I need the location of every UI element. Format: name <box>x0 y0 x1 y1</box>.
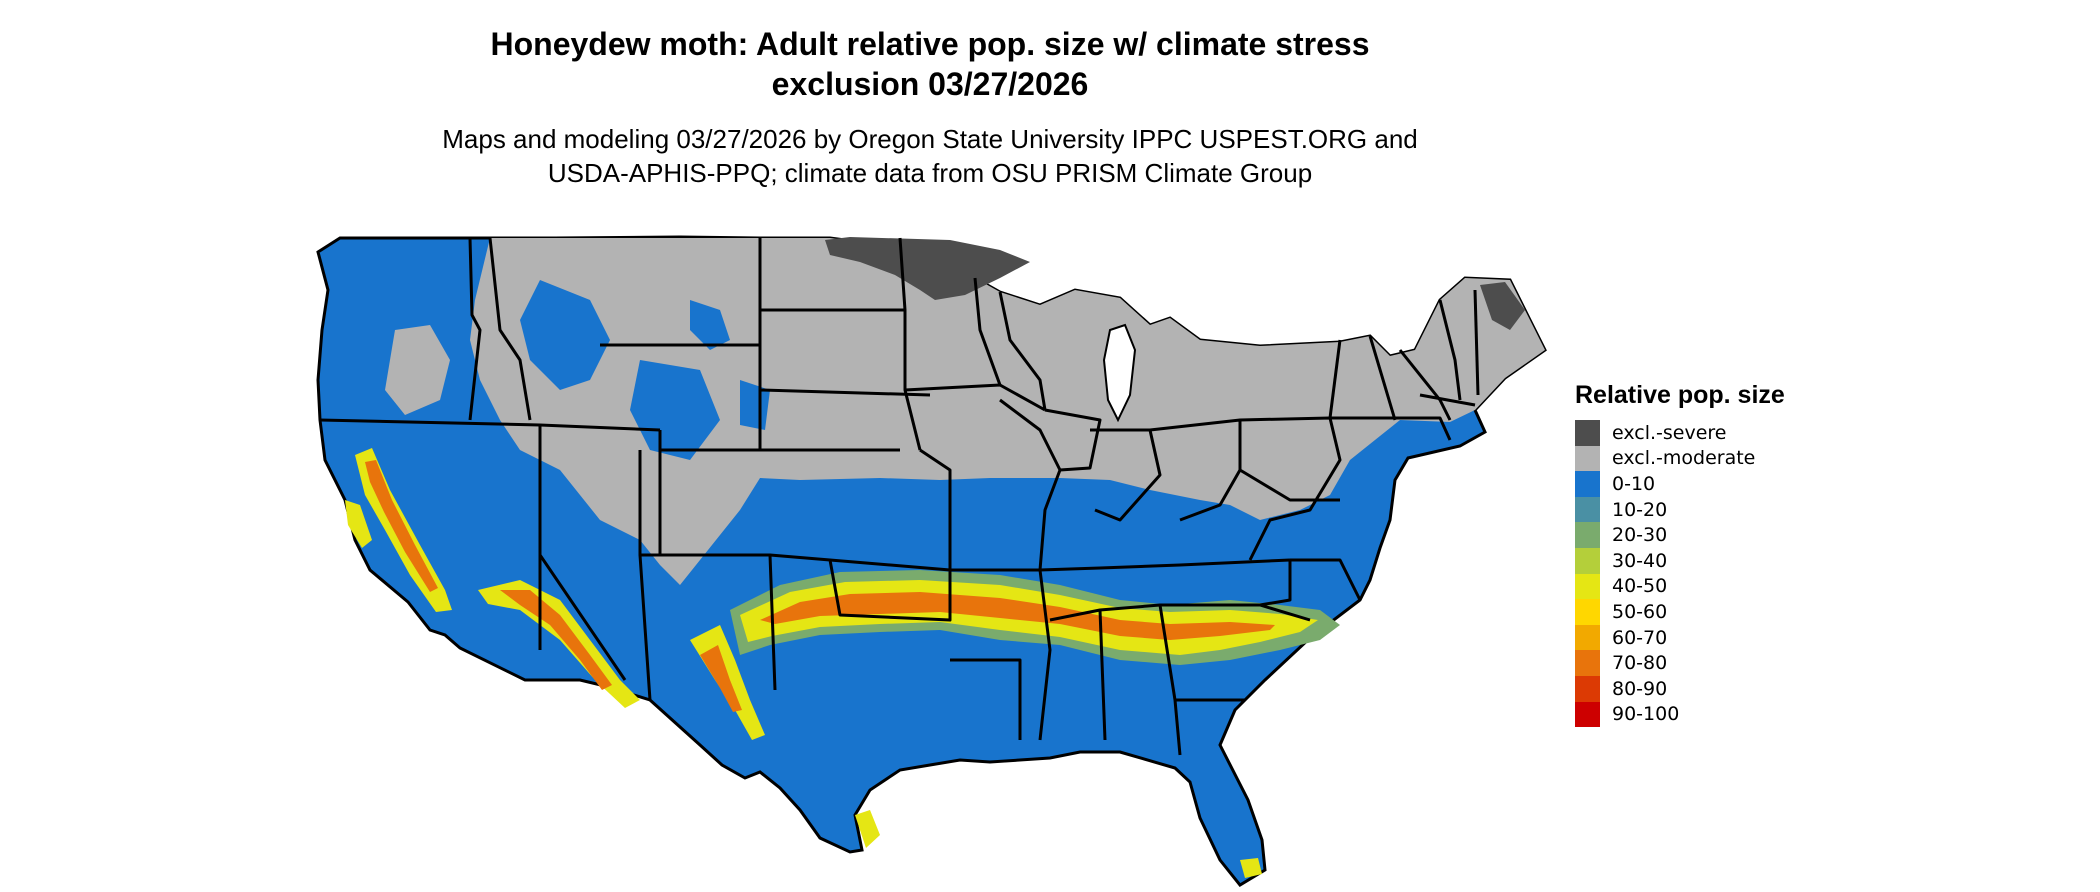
legend-label: 80-90 <box>1612 677 1668 700</box>
subtitle-line-2: USDA-APHIS-PPQ; climate data from OSU PR… <box>547 158 1313 188</box>
state-borders <box>319 237 1480 756</box>
legend-label: excl.-severe <box>1612 421 1727 444</box>
legend-item: 20-30 <box>1575 522 1895 548</box>
legend-label: 40-50 <box>1612 575 1668 598</box>
legend-title: Relative pop. size <box>1575 381 1785 409</box>
legend-item: 60-70 <box>1575 624 1895 651</box>
california-high-band <box>345 448 452 612</box>
legend-item: 70-80 <box>1575 650 1895 676</box>
legend-label: 90-100 <box>1612 703 1680 726</box>
gulf-coast-high-patches <box>855 810 1262 878</box>
legend-swatch <box>1575 599 1600 625</box>
southwest-high-band <box>478 580 765 740</box>
legend-swatch <box>1575 471 1600 497</box>
legend-swatch <box>1575 701 1600 728</box>
lake-michigan <box>1102 323 1137 423</box>
legend-swatch <box>1575 420 1600 446</box>
legend-swatch <box>1575 547 1600 574</box>
legend: Relative pop. size excl.-severe excl.-mod… <box>1575 378 1895 728</box>
title-line-2: exclusion 03/27/2026 <box>771 66 1089 102</box>
legend-item: 0-10 <box>1575 471 1895 497</box>
title-line-1: Honeydew moth: Adult relative pop. size … <box>490 26 1370 62</box>
legend-label: 20-30 <box>1612 524 1668 547</box>
legend-item: 40-50 <box>1575 573 1895 600</box>
legend-swatch <box>1575 573 1600 600</box>
legend-label: 30-40 <box>1612 549 1668 572</box>
us-population-map <box>316 235 1547 887</box>
legend-swatch <box>1575 675 1600 702</box>
legend-item: excl.-severe <box>1575 420 1895 446</box>
legend-item: 80-90 <box>1575 675 1895 702</box>
legend-swatch <box>1575 522 1600 548</box>
legend-label: 70-80 <box>1612 652 1668 675</box>
legend-label: 50-60 <box>1612 600 1668 623</box>
legend-item: 90-100 <box>1575 701 1895 728</box>
legend-item: 30-40 <box>1575 547 1895 574</box>
legend-item: 50-60 <box>1575 599 1895 625</box>
legend-item: 10-20 <box>1575 496 1895 523</box>
legend-swatch <box>1575 496 1600 523</box>
low-population-patches <box>520 280 770 460</box>
subtitle-line-1: Maps and modeling 03/27/2026 by Oregon S… <box>442 124 1418 154</box>
legend-label: excl.-moderate <box>1612 447 1756 470</box>
legend-item: excl.-moderate <box>1575 445 1895 472</box>
legend-label: 0-10 <box>1612 472 1656 495</box>
legend-swatch <box>1575 445 1600 472</box>
legend-label: 60-70 <box>1612 626 1668 649</box>
southern-high-band <box>730 570 1340 665</box>
legend-items: excl.-severe excl.-moderate 0-10 10-20 20-30… <box>1575 420 1895 728</box>
legend-swatch <box>1575 624 1600 651</box>
excluded-severe-regions <box>825 237 1525 330</box>
legend-swatch <box>1575 650 1600 676</box>
legend-label: 10-20 <box>1612 498 1668 521</box>
map-subtitle: Maps and modeling 03/27/2026 by Oregon S… <box>0 122 1860 190</box>
map-title: Honeydew moth: Adult relative pop. size … <box>0 24 1860 104</box>
